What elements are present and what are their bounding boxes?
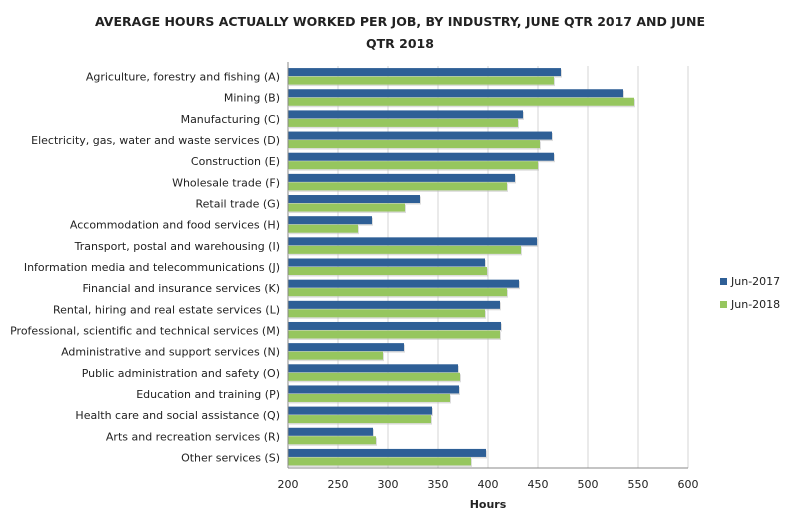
bar-jun-2017 (288, 406, 432, 415)
x-tick-label: 450 (528, 478, 549, 491)
category-label: Construction (E) (191, 155, 280, 168)
category-label: Accommodation and food services (H) (70, 219, 280, 232)
x-tick-label: 300 (378, 478, 399, 491)
bar-jun-2018 (288, 330, 500, 339)
bar-jun-2018 (288, 309, 485, 318)
legend-label: Jun-2017 (731, 275, 781, 288)
bar-jun-2017 (288, 427, 373, 436)
bar-jun-2018 (288, 267, 487, 275)
legend: Jun-2017 Jun-2018 (720, 270, 780, 316)
category-label: Transport, postal and warehousing (I) (74, 240, 280, 253)
bar-jun-2018 (288, 288, 507, 297)
x-tick-label: 250 (328, 478, 349, 491)
bar-jun-2018 (288, 182, 507, 191)
legend-label: Jun-2018 (731, 298, 781, 311)
category-label: Agriculture, forestry and fishing (A) (86, 71, 280, 84)
bar-jun-2018 (288, 118, 518, 127)
category-label: Financial and insurance services (K) (82, 282, 280, 295)
bar-jun-2017 (288, 364, 458, 373)
bar-jun-2017 (288, 131, 552, 140)
bar-jun-2017 (288, 321, 501, 330)
bar-jun-2017 (288, 279, 519, 288)
category-label: Retail trade (G) (195, 198, 280, 211)
category-label: Information media and telecommunications… (24, 261, 280, 274)
bar-jun-2018 (288, 351, 383, 360)
x-tick-label: 400 (478, 478, 499, 491)
category-label: Mining (B) (224, 92, 280, 105)
bar-jun-2017 (288, 343, 404, 352)
bar-jun-2017 (288, 110, 523, 119)
bar-jun-2017 (288, 216, 372, 225)
bar-jun-2018 (288, 76, 554, 85)
category-label: Manufacturing (C) (181, 113, 280, 126)
bar-jun-2017 (288, 385, 459, 394)
category-label: Electricity, gas, water and waste servic… (31, 134, 280, 147)
category-label: Other services (S) (181, 451, 280, 464)
bar-jun-2017 (288, 237, 537, 246)
legend-item: Jun-2017 (720, 270, 780, 293)
bar-jun-2018 (288, 436, 376, 445)
category-label: Administrative and support services (N) (61, 346, 280, 359)
x-tick-label: 200 (278, 478, 299, 491)
bar-jun-2018 (288, 97, 634, 106)
x-tick-label: 550 (628, 478, 649, 491)
bar-jun-2017 (288, 300, 500, 309)
legend-item: Jun-2018 (720, 293, 780, 316)
bar-jun-2018 (288, 161, 538, 170)
category-label: Rental, hiring and real estate services … (53, 303, 280, 316)
category-label: Professional, scientific and technical s… (10, 324, 280, 337)
bar-jun-2018 (288, 372, 460, 381)
bar-jun-2018 (288, 245, 521, 254)
bar-jun-2018 (288, 415, 431, 424)
x-tick-label: 600 (678, 478, 699, 491)
bar-jun-2018 (288, 457, 471, 466)
category-label: Wholesale trade (F) (172, 176, 280, 189)
bar-jun-2017 (288, 68, 561, 77)
bar-jun-2017 (288, 173, 515, 182)
chart-title: AVERAGE HOURS ACTUALLY WORKED PER JOB, B… (94, 14, 705, 51)
category-label: Education and training (P) (136, 388, 280, 401)
x-tick-label: 350 (428, 478, 449, 491)
bar-jun-2018 (288, 224, 358, 233)
category-label: Public administration and safety (O) (82, 367, 280, 380)
bar-jun-2017 (288, 89, 623, 98)
x-axis-title: Hours (470, 498, 507, 511)
bar-jun-2017 (288, 448, 486, 457)
category-label: Health care and social assistance (Q) (75, 409, 280, 422)
category-label: Arts and recreation services (R) (106, 430, 280, 443)
bar-jun-2017 (288, 195, 420, 204)
bar-jun-2018 (288, 140, 540, 149)
bar-jun-2017 (288, 152, 554, 161)
bar-jun-2018 (288, 203, 405, 212)
legend-swatch (720, 301, 727, 308)
legend-swatch (720, 278, 727, 285)
x-tick-label: 500 (578, 478, 599, 491)
bar-jun-2017 (288, 258, 485, 267)
bar-jun-2018 (288, 393, 450, 402)
